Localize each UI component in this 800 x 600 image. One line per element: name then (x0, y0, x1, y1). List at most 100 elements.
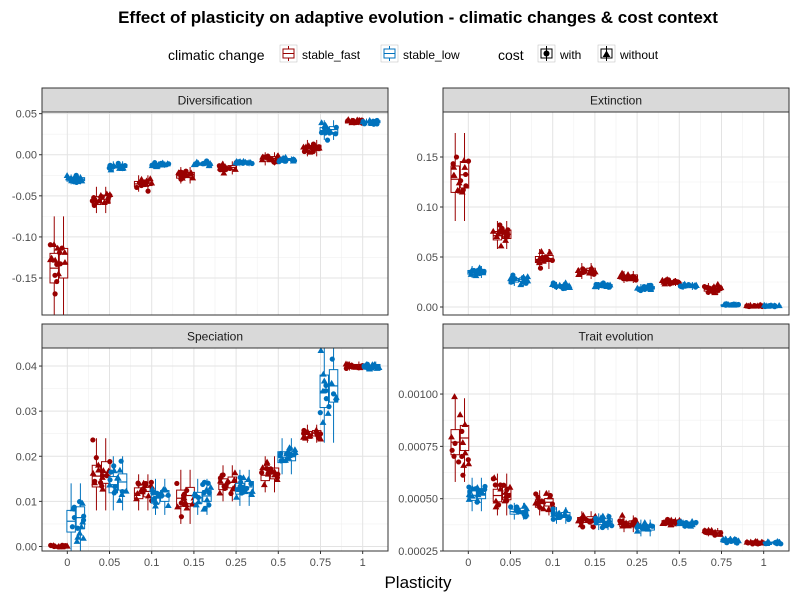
point-stable_fast (750, 539, 758, 546)
point-stable_fast (183, 504, 191, 511)
point-stable_low (248, 481, 254, 487)
point-stable_low (150, 490, 156, 496)
point-stable_low (108, 469, 114, 475)
point-stable_fast (702, 529, 708, 535)
point-stable_low (79, 499, 86, 506)
point-stable_fast (303, 146, 311, 153)
point-stable_low (775, 538, 783, 545)
point-stable_fast (546, 248, 554, 255)
point-stable_fast (148, 179, 156, 186)
point-stable_fast (228, 490, 234, 497)
point-stable_fast (99, 485, 107, 492)
point-stable_low (726, 535, 734, 542)
point-stable_fast (302, 143, 310, 150)
point-stable_low (508, 279, 514, 285)
point-stable_fast (90, 437, 96, 443)
point-stable_fast (94, 461, 102, 468)
point-stable_fast (465, 460, 473, 467)
point-stable_low (106, 481, 114, 488)
point-stable_low (562, 285, 568, 291)
point-stable_fast (451, 453, 457, 459)
y-tick-label: -0.10 (12, 232, 37, 244)
point-stable_fast (495, 502, 502, 508)
point-stable_low (566, 515, 572, 521)
point-stable_fast (304, 429, 312, 436)
point-stable_low (324, 409, 332, 416)
point-stable_fast (353, 119, 359, 126)
point-stable_fast (580, 266, 586, 272)
point-stable_low (552, 281, 560, 288)
point-stable_fast (502, 236, 509, 243)
point-stable_low (192, 501, 200, 508)
panels: Diversification-0.15-0.10-0.050.000.05Ex… (12, 87, 790, 569)
point-stable_low (681, 282, 689, 289)
point-stable_low (151, 497, 157, 503)
point-stable_fast (135, 480, 141, 486)
point-stable_low (562, 279, 570, 286)
point-stable_low (512, 276, 518, 282)
point-stable_low (112, 484, 118, 490)
point-stable_low (118, 458, 124, 464)
x-tick-label: 0.1 (144, 557, 159, 569)
point-stable_fast (454, 186, 462, 193)
point-stable_low (157, 489, 165, 496)
point-stable_low (152, 502, 159, 509)
point-stable_fast (675, 279, 681, 285)
point-stable_fast (538, 253, 546, 260)
point-stable_low (609, 523, 615, 529)
x-tick-label: 0.15 (584, 557, 605, 569)
point-stable_low (317, 347, 325, 353)
point-stable_fast (349, 362, 355, 368)
point-stable_fast (174, 480, 180, 487)
point-stable_low (465, 495, 473, 502)
point-stable_low (330, 391, 337, 397)
point-stable_fast (345, 363, 352, 369)
point-stable_fast (95, 197, 103, 204)
point-stable_fast (448, 433, 455, 440)
point-stable_fast (52, 272, 58, 278)
y-tick-label: 0.05 (417, 252, 438, 264)
panel-speciation: Speciation 0.00 0.01 0.02 0.03 0.04 0 0.05 0.1 0.… (16, 323, 389, 569)
point-stable_low (478, 270, 484, 276)
point-stable_low (691, 282, 698, 289)
point-stable_fast (535, 494, 541, 500)
point-stable_fast (263, 459, 271, 466)
point-stable_low (606, 281, 614, 288)
point-stable_fast (465, 457, 471, 463)
point-stable_low (148, 485, 156, 492)
point-stable_low (361, 121, 368, 127)
point-stable_low (78, 523, 85, 530)
y-tick-label: 0.00025 (398, 546, 438, 558)
point-stable_low (81, 513, 87, 519)
point-stable_low (116, 496, 123, 503)
point-stable_low (475, 488, 482, 495)
point-stable_low (206, 502, 212, 508)
point-stable_fast (659, 276, 666, 283)
point-stable_fast (459, 428, 465, 434)
point-stable_fast (229, 485, 237, 492)
point-stable_fast (266, 156, 274, 163)
point-stable_fast (450, 163, 458, 170)
y-tick-label: 0.01 (16, 496, 37, 508)
point-stable_fast (259, 470, 265, 476)
point-stable_fast (497, 242, 505, 249)
point-stable_fast (540, 505, 547, 512)
point-stable_low (730, 301, 738, 308)
point-stable_fast (219, 472, 225, 478)
point-stable_low (591, 283, 599, 290)
legend-title-cost: cost (498, 47, 524, 63)
point-stable_fast (718, 530, 724, 536)
point-stable_low (317, 410, 323, 416)
point-stable_fast (89, 469, 97, 476)
point-stable_low (735, 537, 742, 544)
point-stable_fast (231, 166, 239, 172)
point-stable_fast (265, 471, 271, 477)
point-stable_low (282, 155, 288, 162)
point-stable_fast (145, 188, 151, 194)
point-stable_fast (621, 522, 627, 528)
point-stable_fast (59, 245, 65, 251)
point-stable_fast (230, 476, 238, 483)
point-stable_fast (182, 501, 190, 508)
panel-diversification: Diversification -0.15 -0.10 -0.05 0.00 0.05 (12, 87, 389, 316)
x-tick-label: 1 (360, 557, 366, 569)
